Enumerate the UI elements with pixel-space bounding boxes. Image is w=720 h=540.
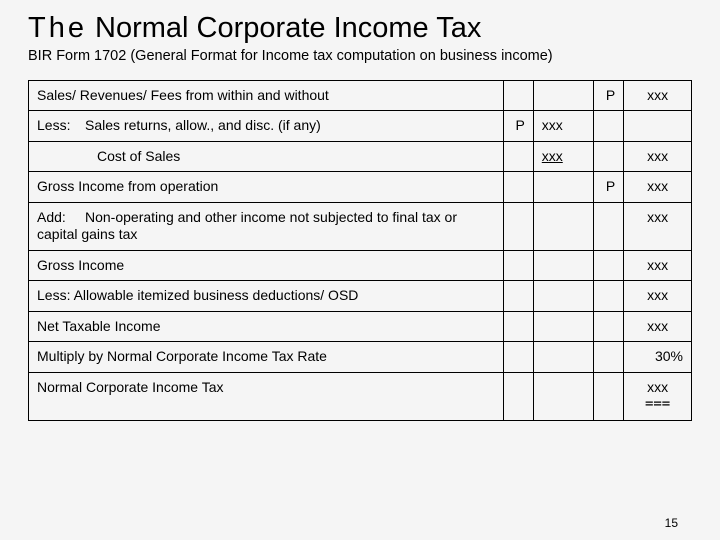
row-currency	[594, 311, 624, 342]
row-mid-amount	[533, 172, 593, 203]
row-mid-amount	[533, 80, 593, 111]
row-description: Gross Income	[29, 250, 504, 281]
row-amount: 30%	[624, 342, 692, 373]
table-row: Add:Non-operating and other income not s…	[29, 202, 692, 250]
row-mid-amount	[533, 202, 593, 250]
row-mid-amount: xxx	[533, 111, 593, 142]
row-currency: P	[594, 172, 624, 203]
row-description: Add:Non-operating and other income not s…	[29, 202, 504, 250]
row-mid-amount	[533, 372, 593, 420]
row-currency	[594, 202, 624, 250]
row-description: Cost of Sales	[29, 141, 504, 172]
row-currency	[594, 250, 624, 281]
table-row: Net Taxable Income xxx	[29, 311, 692, 342]
row-currency	[594, 372, 624, 420]
row-amount: xxx	[624, 311, 692, 342]
row-description: Net Taxable Income	[29, 311, 504, 342]
title-rest: Normal Corporate Income Tax	[87, 12, 481, 44]
row-amount: xxx	[624, 80, 692, 111]
page-number: 15	[665, 516, 678, 530]
table-row: Less:Sales returns, allow., and disc. (i…	[29, 111, 692, 142]
row-description: Less:Sales returns, allow., and disc. (i…	[29, 111, 504, 142]
table-row: Sales/ Revenues/ Fees from within and wi…	[29, 80, 692, 111]
row-amount: xxx===	[624, 372, 692, 420]
row-currency	[594, 342, 624, 373]
row-mid-amount	[533, 250, 593, 281]
row-amount	[624, 111, 692, 142]
table-row: Gross Income from operation Pxxx	[29, 172, 692, 203]
row-mid-amount	[533, 311, 593, 342]
row-mid-currency	[503, 141, 533, 172]
table-row: Gross Income xxx	[29, 250, 692, 281]
tax-computation-table: Sales/ Revenues/ Fees from within and wi…	[28, 80, 692, 421]
row-currency: P	[594, 80, 624, 111]
row-amount: xxx	[624, 172, 692, 203]
row-amount: xxx	[624, 202, 692, 250]
row-amount: xxx	[624, 141, 692, 172]
table-row: Less: Allowable itemized business deduct…	[29, 281, 692, 312]
page-subtitle: BIR Form 1702 (General Format for Income…	[28, 47, 692, 66]
table-row: Cost of Sales xxxxxx	[29, 141, 692, 172]
row-currency	[594, 111, 624, 142]
row-mid-currency	[503, 281, 533, 312]
row-mid-amount	[533, 281, 593, 312]
row-mid-currency	[503, 202, 533, 250]
row-mid-amount	[533, 342, 593, 373]
row-mid-currency	[503, 372, 533, 420]
row-amount: xxx	[624, 281, 692, 312]
row-description: Multiply by Normal Corporate Income Tax …	[29, 342, 504, 373]
row-description: Gross Income from operation	[29, 172, 504, 203]
row-description: Less: Allowable itemized business deduct…	[29, 281, 504, 312]
row-mid-currency	[503, 342, 533, 373]
table-row: Multiply by Normal Corporate Income Tax …	[29, 342, 692, 373]
page-title: The Normal Corporate Income Tax	[28, 12, 692, 45]
row-mid-currency	[503, 311, 533, 342]
row-amount: xxx	[624, 250, 692, 281]
row-mid-currency	[503, 172, 533, 203]
title-the: The	[28, 12, 87, 44]
row-mid-currency: P	[503, 111, 533, 142]
row-mid-currency	[503, 80, 533, 111]
row-mid-currency	[503, 250, 533, 281]
row-description: Normal Corporate Income Tax	[29, 372, 504, 420]
table-row: Normal Corporate Income Tax xxx===	[29, 372, 692, 420]
row-currency	[594, 281, 624, 312]
row-description: Sales/ Revenues/ Fees from within and wi…	[29, 80, 504, 111]
row-mid-amount: xxx	[533, 141, 593, 172]
row-currency	[594, 141, 624, 172]
